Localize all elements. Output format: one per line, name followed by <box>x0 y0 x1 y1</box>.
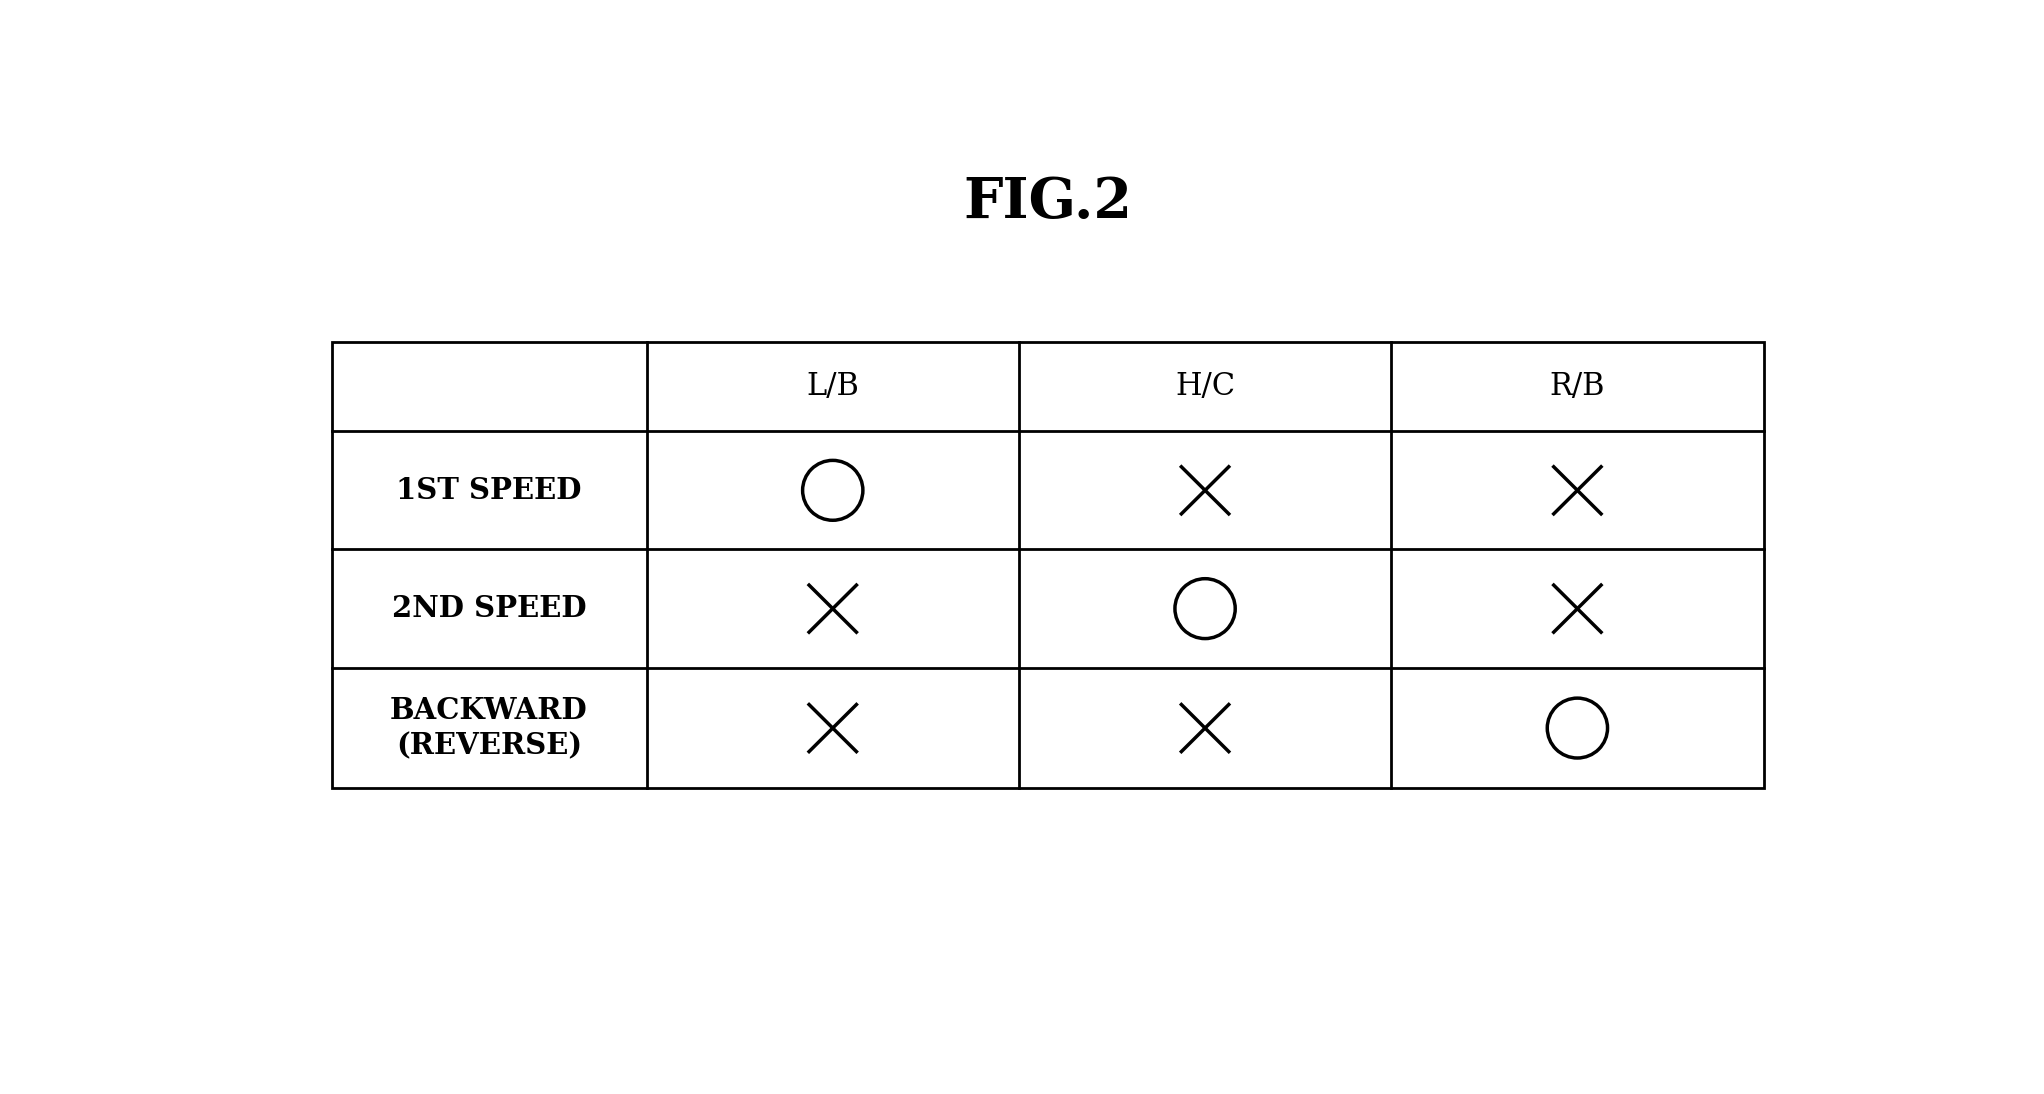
Text: 2ND SPEED: 2ND SPEED <box>392 594 587 624</box>
Bar <box>331 341 1764 789</box>
Text: R/B: R/B <box>1549 371 1605 401</box>
Text: BACKWARD
(REVERSE): BACKWARD (REVERSE) <box>390 696 589 760</box>
Text: 1ST SPEED: 1ST SPEED <box>397 476 583 504</box>
Text: L/B: L/B <box>805 371 858 401</box>
Text: FIG.2: FIG.2 <box>963 175 1132 231</box>
Text: H/C: H/C <box>1175 371 1235 401</box>
